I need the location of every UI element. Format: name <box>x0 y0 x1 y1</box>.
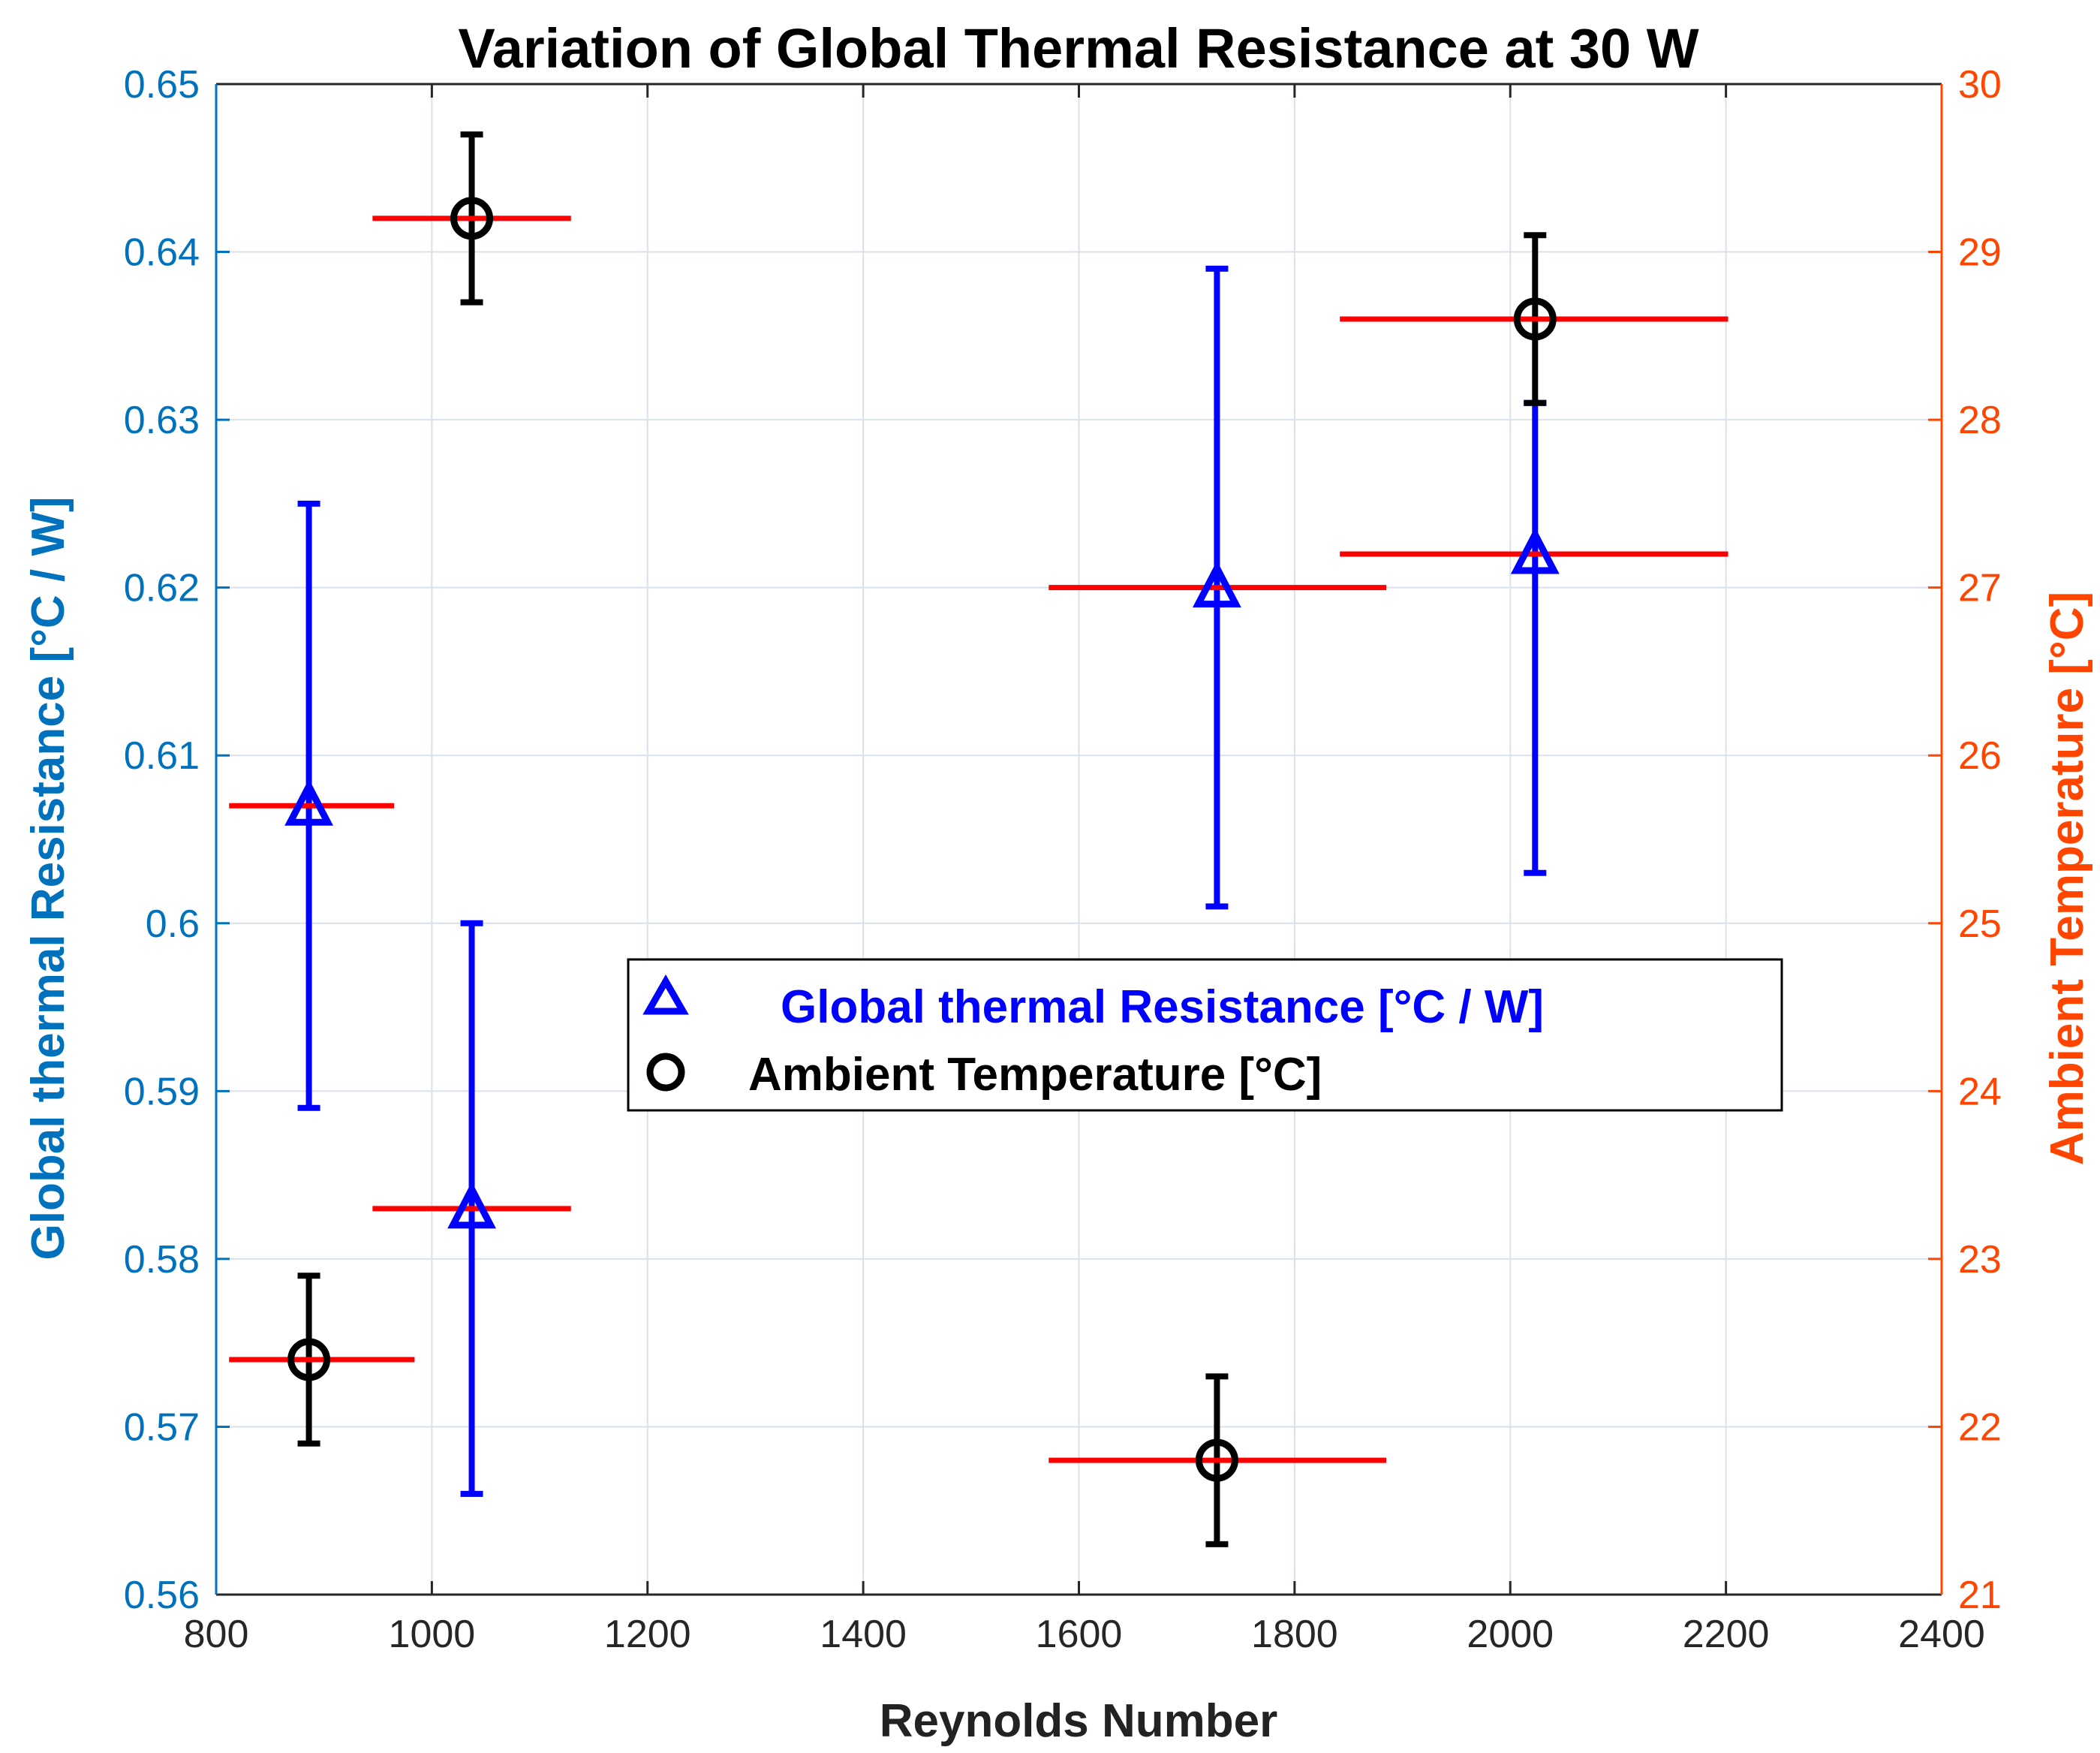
y-left-tick-label: 0.56 <box>124 1574 200 1617</box>
y-left-tick-label: 0.59 <box>124 1070 200 1113</box>
y-left-tick-label: 0.64 <box>124 231 200 275</box>
y-left-tick-label: 0.62 <box>124 567 200 610</box>
x-tick-label: 1800 <box>1251 1613 1338 1656</box>
x-axis-label: Reynolds Number <box>880 1695 1278 1747</box>
y-right-tick-label: 25 <box>1958 902 2002 946</box>
triangle-marker <box>284 779 333 826</box>
legend-label-ambient: Ambient Temperature [°C] <box>748 1049 1322 1101</box>
y-right-tick-label: 23 <box>1958 1238 2002 1282</box>
y-right-tick-label: 27 <box>1958 567 2002 610</box>
y-left-tick-label: 0.61 <box>124 734 200 778</box>
y-right-tick-label: 22 <box>1958 1405 2002 1449</box>
y-right-tick-label: 28 <box>1958 399 2002 442</box>
y-left-tick-label: 0.57 <box>124 1405 200 1449</box>
circle-marker <box>1195 1438 1238 1482</box>
triangle-marker <box>1510 527 1560 574</box>
y-right-tick-label: 29 <box>1958 231 2002 275</box>
y-left-tick-label: 0.6 <box>146 902 200 946</box>
circle-marker <box>450 197 494 240</box>
x-tick-label: 2200 <box>1683 1613 1770 1656</box>
x-tick-label: 1000 <box>389 1613 476 1656</box>
y-right-tick-label: 21 <box>1958 1574 2002 1617</box>
x-tick-label: 1600 <box>1036 1613 1123 1656</box>
chart-title: Variation of Global Thermal Resistance a… <box>458 17 1698 80</box>
tick-labels: 800 1000 1200 1400 1600 1800 2000 2200 2400 0.56 0… <box>124 63 2002 1656</box>
y-left-tick-label: 0.63 <box>124 399 200 442</box>
data-layer <box>229 131 1728 1547</box>
axes <box>215 83 1943 1596</box>
y-right-tick-label: 30 <box>1958 63 2002 107</box>
circle-marker <box>1513 297 1557 341</box>
x-tick-label: 800 <box>184 1613 249 1656</box>
y-right-tick-label: 24 <box>1958 1070 2002 1113</box>
x-tick-label: 1200 <box>604 1613 691 1656</box>
y-right-tick-label: 26 <box>1958 734 2002 778</box>
triangle-marker <box>447 1182 496 1229</box>
legend-label-resistance: Global thermal Resistance [°C / W] <box>781 981 1544 1033</box>
y-axis-label-left: Global thermal Resistance [°C / W] <box>23 496 74 1260</box>
circle-marker <box>287 1338 331 1381</box>
legend-circle-marker <box>646 1053 685 1092</box>
legend-box <box>627 958 1783 1112</box>
y-axis-label-right: Ambient Temperature [°C] <box>2041 592 2093 1165</box>
x-tick-label: 2000 <box>1467 1613 1554 1656</box>
y-left-tick-label: 0.58 <box>124 1238 200 1282</box>
legend: Global thermal Resistance [°C / W] Ambie… <box>627 958 1783 1112</box>
x-tick-label: 1400 <box>820 1613 907 1656</box>
triangle-marker <box>1193 560 1241 608</box>
y-left-tick-label: 0.65 <box>124 63 200 107</box>
x-tick-label: 2400 <box>1898 1613 1985 1656</box>
legend-triangle-marker <box>642 974 689 1015</box>
